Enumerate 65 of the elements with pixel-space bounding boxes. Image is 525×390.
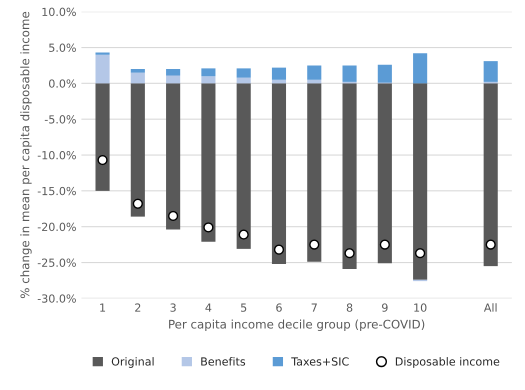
- bar: [236, 83, 251, 249]
- point: [380, 240, 390, 250]
- bar: [307, 65, 322, 80]
- legend-label: Taxes+SIC: [291, 357, 349, 366]
- legend-label: Benefits: [201, 357, 246, 366]
- x-tick-label: 6: [276, 303, 282, 312]
- bar: [307, 80, 322, 84]
- point: [168, 210, 178, 222]
- x-tick-label: All: [484, 303, 497, 312]
- y-tick-label: -15.0%: [38, 186, 76, 196]
- point: [274, 244, 284, 255]
- point: [344, 248, 355, 258]
- bar: [272, 80, 286, 84]
- y-tick-label: 5.0%: [49, 44, 76, 52]
- x-tick-label: 10: [414, 303, 426, 312]
- bar: [130, 72, 145, 84]
- x-tick-label: 9: [382, 303, 388, 312]
- y-tick-label: -10.0%: [38, 151, 76, 160]
- bar: [413, 83, 428, 280]
- x-tick-label: 7: [312, 304, 317, 312]
- bar: [272, 68, 286, 80]
- y-tick-label: -5.0%: [44, 115, 76, 124]
- bar: [95, 54, 110, 84]
- bar: [378, 64, 392, 83]
- x-axis-title: Per capita income decile group (pre-COVID): [169, 320, 424, 331]
- bar: [484, 61, 498, 82]
- bar: [95, 83, 110, 191]
- point: [203, 222, 214, 232]
- bar: [413, 53, 428, 84]
- point: [238, 229, 249, 240]
- x-tick-label: 2: [135, 303, 140, 312]
- bar: [484, 83, 498, 266]
- point: [309, 240, 320, 250]
- bar: [130, 69, 145, 73]
- bar: [166, 75, 180, 84]
- y-tick-label: -30.0%: [38, 294, 76, 303]
- y-tick-label: -20.0%: [38, 222, 76, 232]
- point: [132, 198, 143, 209]
- bar: [166, 69, 180, 76]
- y-tick-label: 0.0%: [49, 79, 76, 88]
- x-tick-label: 3: [170, 303, 176, 312]
- legend-label: Original: [112, 357, 154, 368]
- bar: [342, 83, 357, 269]
- bar: [342, 65, 357, 82]
- x-tick-label: 4: [205, 304, 212, 312]
- bar: [236, 68, 251, 78]
- legend-label: Disposable income: [396, 357, 500, 368]
- y-axis-title: % change in mean per capita disposable income: [20, 12, 32, 298]
- bar: [236, 78, 251, 84]
- bar: [307, 83, 322, 262]
- bar: [378, 83, 392, 264]
- bar: [272, 83, 286, 264]
- y-tick-label: 10.0%: [42, 8, 76, 16]
- x-tick-label: 1: [100, 304, 106, 312]
- x-tick-label: 8: [346, 303, 352, 312]
- bar: [201, 83, 216, 242]
- point: [415, 248, 426, 258]
- bar: [166, 83, 180, 230]
- point: [486, 240, 496, 250]
- y-tick-label: -25.0%: [38, 258, 76, 267]
- bar: [201, 76, 216, 84]
- bar: [201, 68, 216, 76]
- point: [97, 154, 108, 166]
- bar: [130, 83, 145, 217]
- x-tick-label: 5: [241, 304, 246, 312]
